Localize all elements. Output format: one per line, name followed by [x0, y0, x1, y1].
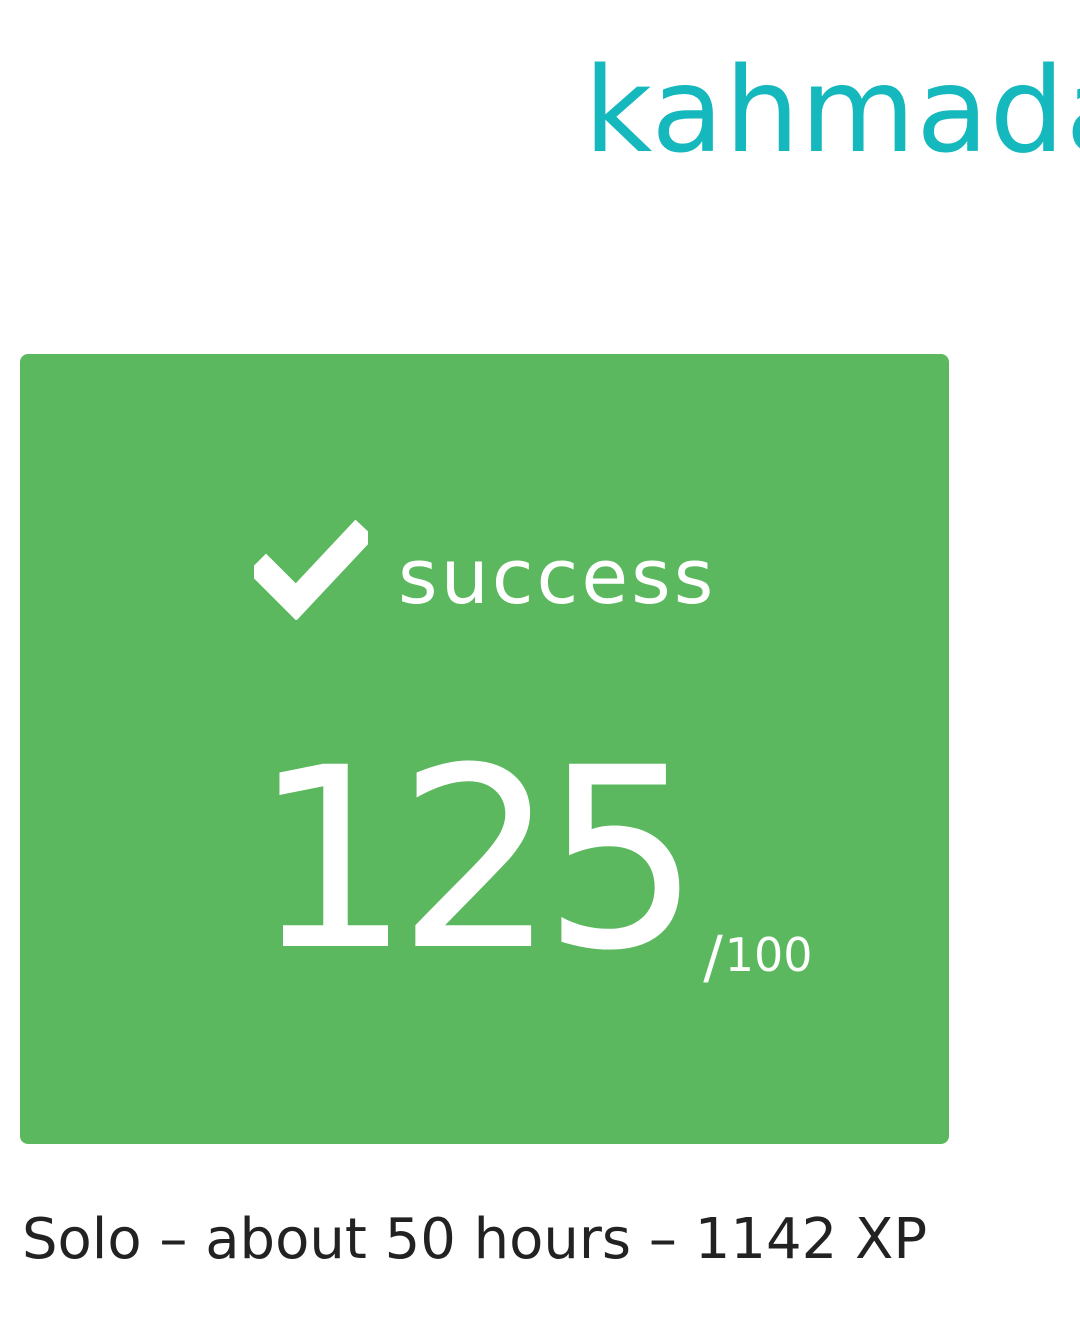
- summary-text: Solo – about 50 hours – 1142 XP: [22, 1207, 928, 1272]
- score-value: 125: [252, 714, 701, 1005]
- score-display: 125/100: [252, 714, 813, 1005]
- score-separator: /: [703, 923, 723, 991]
- result-card: [20, 354, 949, 1144]
- result-status: success: [254, 518, 716, 622]
- brand-logo: kahmada: [584, 41, 1080, 179]
- checkmark-icon: [254, 520, 368, 620]
- score-max: 100: [724, 928, 813, 982]
- status-label: success: [398, 532, 717, 621]
